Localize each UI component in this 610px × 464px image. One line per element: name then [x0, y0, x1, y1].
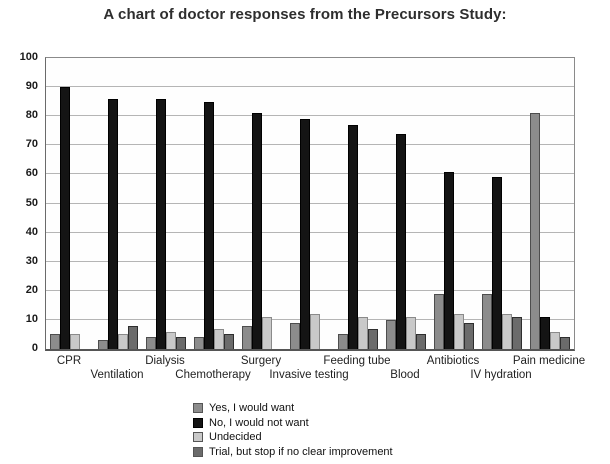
bar [416, 334, 426, 349]
bar [492, 177, 502, 349]
legend-item: Undecided [193, 430, 393, 445]
bar [348, 124, 358, 349]
bar [502, 314, 512, 349]
gridline [46, 86, 574, 88]
x-axis-label: IV hydration [470, 369, 532, 381]
gridline [46, 289, 574, 291]
x-axis-label: Dialysis [145, 355, 185, 367]
x-axis-label: Ventilation [90, 369, 144, 381]
bar [530, 113, 540, 349]
x-axis-label: Chemotherapy [175, 369, 251, 381]
x-axis-label: CPR [56, 355, 82, 367]
bar [98, 340, 108, 349]
bar [194, 337, 204, 349]
y-axis-tick-label: 50 [25, 196, 38, 209]
y-axis: 0 10 20 30 40 50 60 70 80 90 100 [0, 51, 38, 354]
bar [434, 293, 444, 349]
bar [482, 293, 492, 349]
bar [300, 119, 310, 349]
legend-label: Undecided [209, 431, 262, 444]
bar [176, 337, 186, 349]
bar [214, 328, 224, 349]
bar [310, 314, 320, 349]
legend-swatch [193, 432, 203, 443]
bar [540, 317, 550, 349]
bar [252, 113, 262, 349]
bar [166, 331, 176, 349]
bar [290, 322, 300, 349]
bar [512, 317, 522, 349]
x-axis-label: Surgery [240, 355, 282, 367]
legend-label: Trial, but stop if no clear improvement [209, 445, 393, 458]
y-axis-tick-label: 40 [25, 225, 38, 238]
x-axis-label: Invasive testing [269, 369, 349, 381]
bar [224, 334, 234, 349]
y-axis-tick-label: 90 [25, 80, 38, 93]
legend-item: No, I would not want [193, 416, 393, 431]
gridline [46, 202, 574, 204]
bar [118, 334, 128, 349]
bar [550, 331, 560, 349]
x-axis-labels: CPR Ventilation Dialysis Chemotherapy Surger… [45, 353, 585, 387]
bar [50, 334, 60, 349]
gridline [46, 144, 574, 146]
page-title: A chart of doctor responses from the Pre… [103, 6, 507, 23]
bar [386, 319, 396, 349]
legend-swatch [193, 446, 203, 457]
bar [156, 98, 166, 349]
bar [560, 337, 570, 349]
y-axis-tick-label: 0 [31, 342, 38, 354]
bar [262, 317, 272, 349]
y-axis-tick-label: 30 [25, 254, 38, 267]
x-axis-label: Pain medicine [512, 355, 586, 367]
plot-area [45, 57, 575, 351]
bar [454, 314, 464, 349]
bar [368, 328, 378, 349]
legend-swatch [193, 417, 203, 428]
bar [108, 98, 118, 349]
bar [338, 334, 348, 349]
bar [70, 334, 80, 349]
gridline [46, 173, 574, 175]
gridline [46, 115, 574, 117]
bar [396, 133, 406, 349]
gridline [46, 260, 574, 262]
y-axis-tick-label: 60 [25, 167, 38, 180]
gridline [46, 231, 574, 233]
legend-label: No, I would not want [209, 416, 309, 429]
y-axis-tick-label: 80 [25, 109, 38, 122]
y-axis-tick-label: 10 [25, 312, 38, 325]
bar [358, 317, 368, 349]
bar [444, 171, 454, 349]
bar [242, 325, 252, 349]
legend-item: Yes, I would want [193, 401, 393, 416]
y-axis-tick-label: 20 [25, 283, 38, 296]
bar [406, 317, 416, 349]
legend-label: Yes, I would want [209, 402, 295, 415]
y-axis-tick-label: 70 [25, 138, 38, 151]
legend-item: Trial, but stop if no clear improvement [193, 445, 393, 460]
bar [464, 322, 474, 349]
bar [128, 325, 138, 349]
legend-swatch [193, 403, 203, 414]
legend: Yes, I would want No, I would not want Und… [193, 401, 393, 459]
bar [204, 101, 214, 349]
bar [146, 337, 156, 349]
x-axis-label: Blood [390, 369, 420, 381]
bar [60, 87, 70, 349]
x-axis-label: Feeding tube [323, 355, 391, 367]
y-axis-tick-label: 100 [19, 51, 38, 63]
x-axis-label: Antibiotics [426, 355, 480, 367]
